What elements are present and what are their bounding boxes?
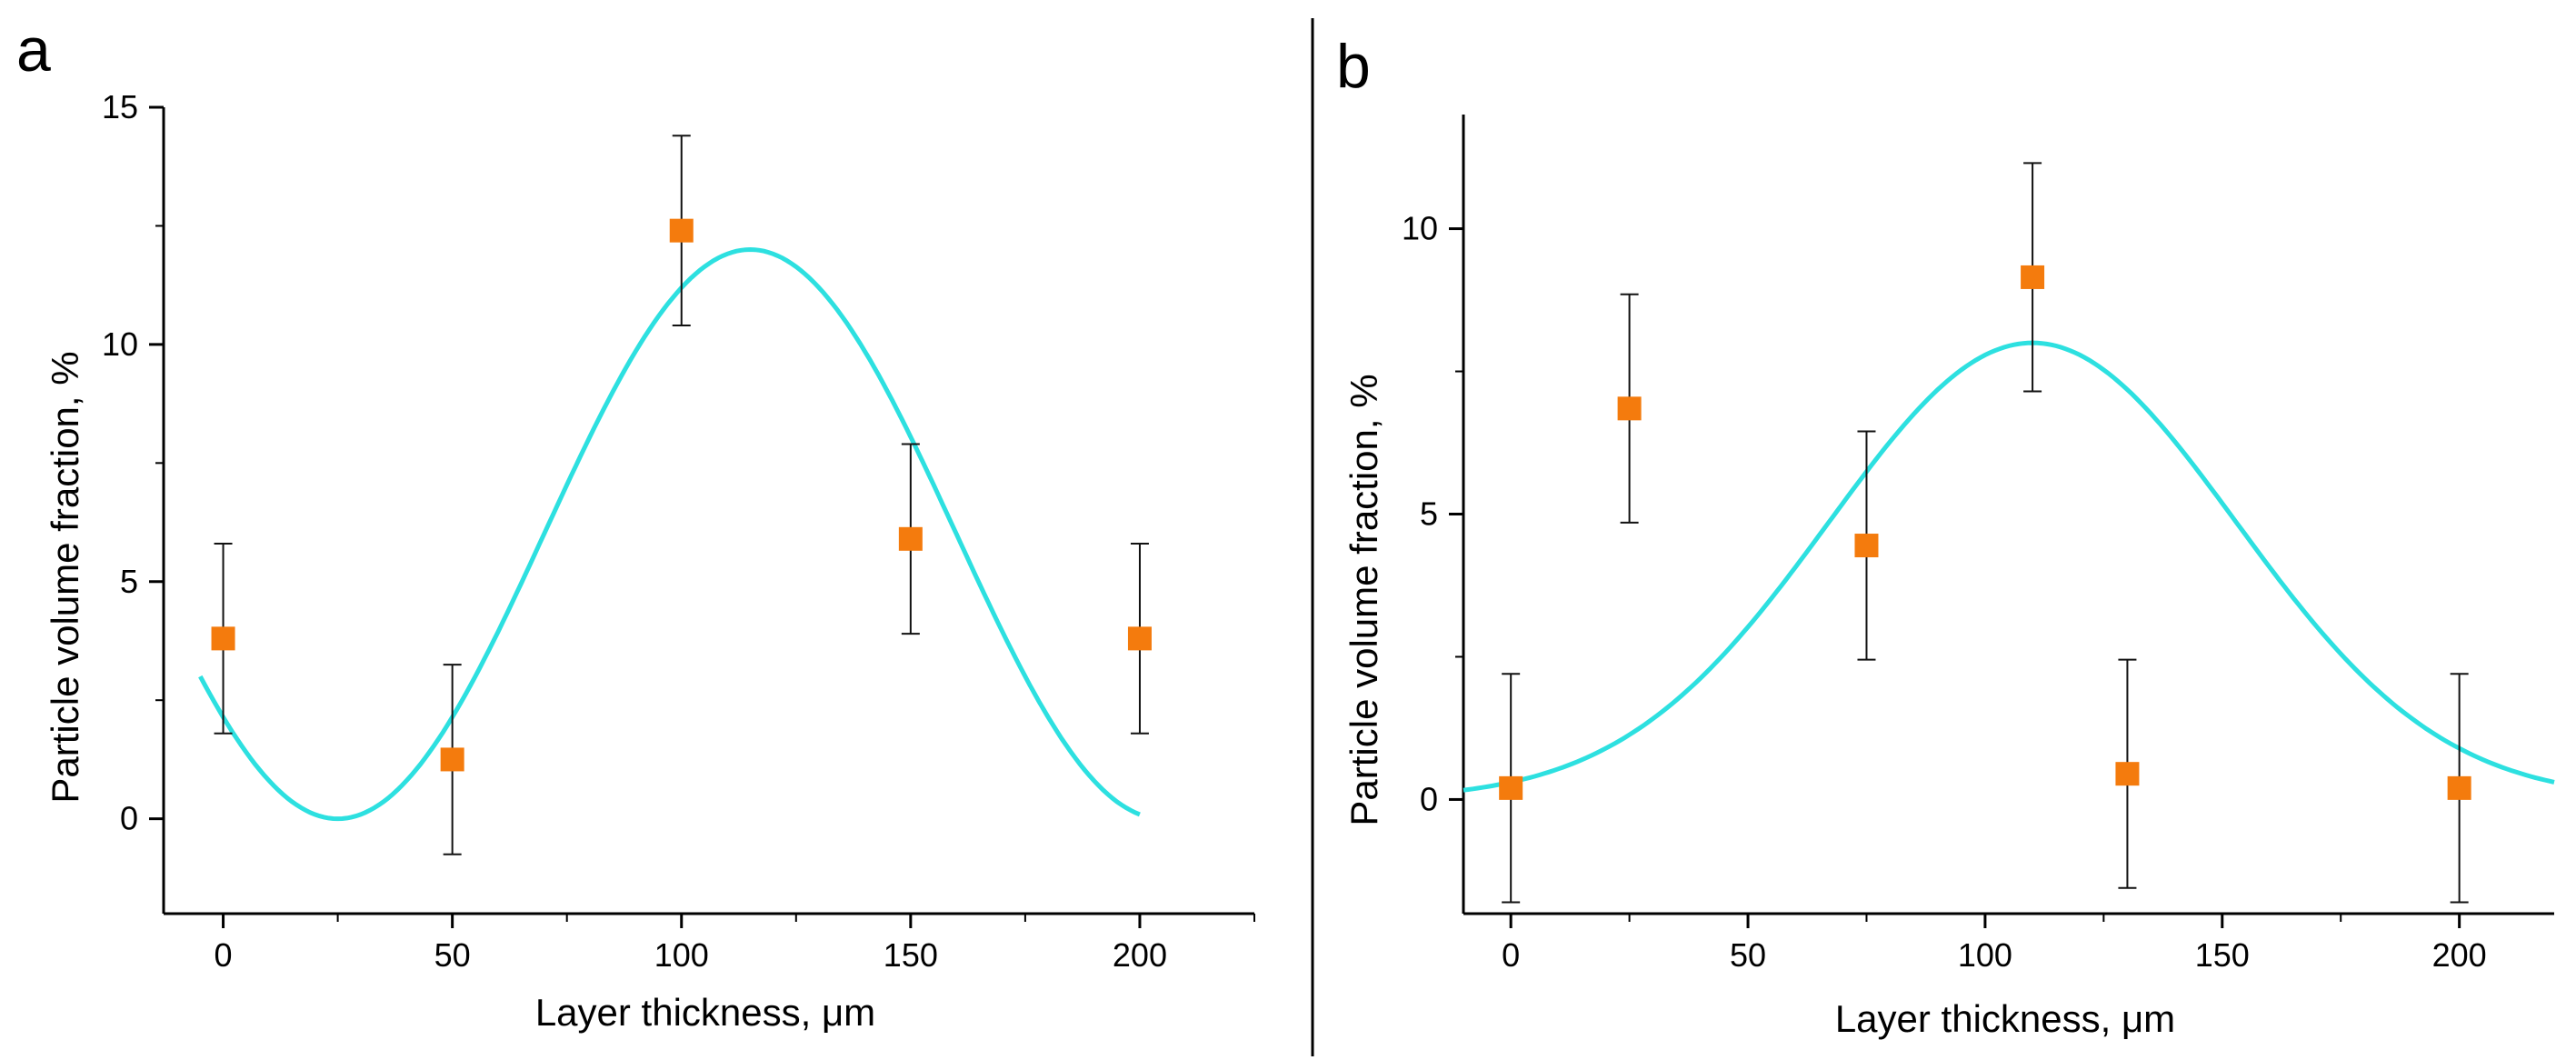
panel-b-letter: b xyxy=(1336,32,1371,101)
panel-b-data-point xyxy=(2115,762,2140,786)
panel-b-data-point xyxy=(1499,775,1523,800)
panel-a-data-point xyxy=(440,747,464,772)
panel-a-y-tick-label: 5 xyxy=(120,563,138,600)
panel-a-data-point xyxy=(898,526,923,551)
panel-a-data-point xyxy=(669,218,694,243)
panel-b-x-tick-label: 0 xyxy=(1502,936,1520,974)
panel-a-x-tick-label: 150 xyxy=(884,936,938,974)
panel-a-x-tick-label: 50 xyxy=(434,936,471,974)
panel-b-xlabel: Layer thickness, μm xyxy=(1835,997,2175,1040)
panel-b-x-tick-label: 200 xyxy=(2432,936,2487,974)
panel-b-x-tick-label: 150 xyxy=(2195,936,2250,974)
panel-a-x-tick-label: 100 xyxy=(654,936,709,974)
panel-b-data-point xyxy=(1617,396,1642,421)
panel-b: b Layer thickness, μm Particle volume fr… xyxy=(1336,32,2555,1040)
panel-a-data-point xyxy=(211,626,235,651)
panel-b-data-point xyxy=(2021,265,2045,289)
panel-b-data-point xyxy=(2447,775,2471,800)
panel-a-letter: a xyxy=(16,15,51,85)
panel-a-data-point xyxy=(1127,626,1152,651)
panel-a-xlabel: Layer thickness, μm xyxy=(535,991,875,1034)
panel-a-y-tick-label: 15 xyxy=(102,88,138,125)
panel-b-fit-curve xyxy=(1463,340,2555,793)
panel-a: a Layer thickness, μm Particle volume fr… xyxy=(16,15,1255,1034)
panel-a-x-tick-label: 200 xyxy=(1113,936,1167,974)
panel-b-x-tick-label: 50 xyxy=(1730,936,1766,974)
panel-a-x-tick-label: 0 xyxy=(215,936,233,974)
panel-b-y-tick-label: 10 xyxy=(1402,210,1438,247)
panel-a-y-tick-label: 10 xyxy=(102,325,138,363)
panel-a-fit-curve xyxy=(198,246,1141,822)
panel-a-ylabel: Particle volume fraction, % xyxy=(44,351,86,803)
panel-b-ylabel: Particle volume fraction, % xyxy=(1343,374,1385,825)
panel-b-y-tick-label: 0 xyxy=(1420,780,1438,817)
panel-b-data-point xyxy=(1854,534,1879,558)
panel-b-x-tick-label: 100 xyxy=(1958,936,2012,974)
panel-b-y-tick-label: 5 xyxy=(1420,495,1438,533)
panel-a-y-tick-label: 0 xyxy=(120,800,138,837)
